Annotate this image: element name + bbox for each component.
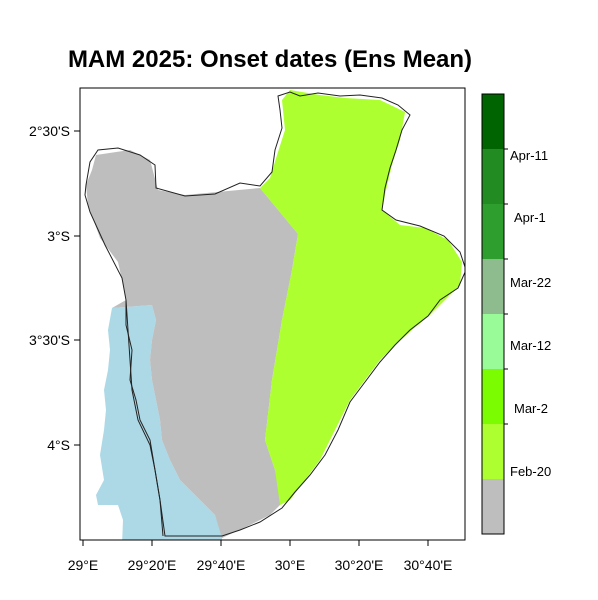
colorbar-segment-3 <box>482 259 504 314</box>
lat-axis <box>74 130 80 446</box>
lake-region <box>96 305 222 540</box>
legend-label-mar-12: Mar-12 <box>510 338 551 353</box>
lat-label-4s: 4°S <box>47 437 70 453</box>
green-onset-region <box>260 90 462 505</box>
lon-label-30-40e: 30°40'E <box>404 557 453 573</box>
colorbar-segment-5 <box>482 369 504 424</box>
lon-label-30e: 30°E <box>275 557 306 573</box>
colorbar-segment-1 <box>482 149 504 204</box>
lon-label-29e: 29°E <box>68 557 99 573</box>
grey-onset-region <box>86 150 298 538</box>
colorbar-segment-4 <box>482 314 504 369</box>
colorbar-segment-2 <box>482 204 504 259</box>
lake-shoreline <box>125 299 164 537</box>
colorbar <box>481 93 508 535</box>
legend-label-mar-2: Mar-2 <box>514 401 548 416</box>
legend-label-feb-20: Feb-20 <box>510 464 551 479</box>
colorbar-segment-7 <box>482 479 504 534</box>
lon-label-30-20e: 30°20'E <box>335 557 384 573</box>
lon-axis <box>82 540 429 546</box>
legend-label-mar-22: Mar-22 <box>510 275 551 290</box>
map-title: MAM 2025: Onset dates (Ens Mean) <box>67 46 473 73</box>
map-frame <box>79 87 466 541</box>
lat-label-2-30s: 2°30'S <box>29 123 70 139</box>
legend-label-apr-11: Apr-11 <box>510 148 548 163</box>
lon-label-29-40e: 29°40'E <box>197 557 246 573</box>
legend-label-apr-1: Apr-1 <box>514 210 546 225</box>
colorbar-segment-0 <box>482 94 504 149</box>
lat-label-3s: 3°S <box>47 228 70 244</box>
country-boundary <box>84 91 465 537</box>
colorbar-segment-6 <box>482 424 504 479</box>
lat-label-3-30s: 3°30'S <box>29 332 70 348</box>
lon-label-29-20e: 29°20'E <box>128 557 177 573</box>
map-plot-area <box>84 90 465 540</box>
